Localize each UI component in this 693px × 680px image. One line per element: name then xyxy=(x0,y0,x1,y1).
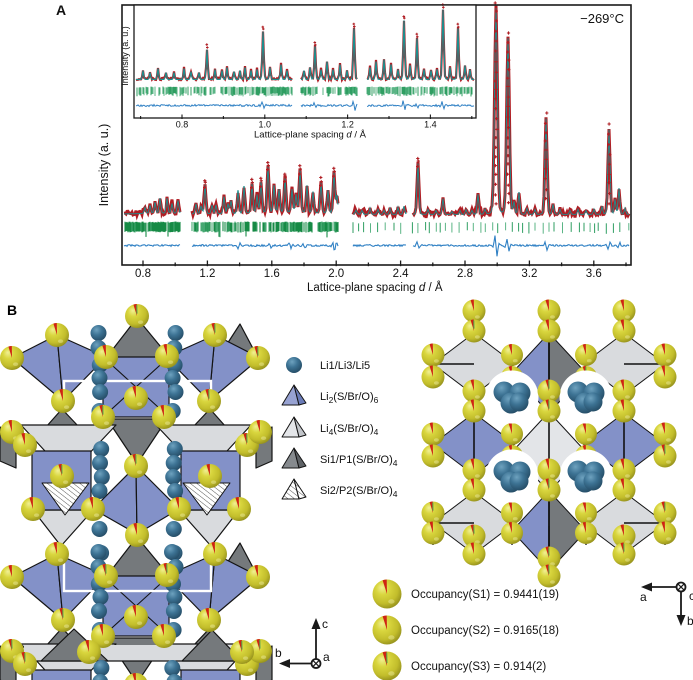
svg-text:a: a xyxy=(323,650,330,664)
svg-text:A: A xyxy=(56,2,66,18)
svg-text:1.6: 1.6 xyxy=(264,268,280,280)
svg-text:1.4: 1.4 xyxy=(424,120,437,130)
svg-text:b: b xyxy=(687,614,693,628)
svg-text:Occupancy(S1) = 0.9441(19): Occupancy(S1) = 0.9441(19) xyxy=(411,589,559,601)
svg-text:Si1/P1(S/Br/O)4: Si1/P1(S/Br/O)4 xyxy=(320,454,398,468)
svg-text:0.8: 0.8 xyxy=(135,268,151,280)
svg-text:Intensity (a. u.): Intensity (a. u.) xyxy=(97,124,111,207)
svg-text:Lattice-plane spacing d / Å: Lattice-plane spacing d / Å xyxy=(254,130,367,141)
svg-text:b: b xyxy=(275,646,282,660)
svg-text:3.2: 3.2 xyxy=(521,268,537,280)
svg-text:Occupancy(S3) = 0.914(2): Occupancy(S3) = 0.914(2) xyxy=(411,661,546,673)
svg-text:2.4: 2.4 xyxy=(393,268,410,280)
svg-text:Li4(S/Br/O)4: Li4(S/Br/O)4 xyxy=(320,423,379,437)
svg-text:1.2: 1.2 xyxy=(199,268,215,280)
svg-text:Occupancy(S2) = 0.9165(18): Occupancy(S2) = 0.9165(18) xyxy=(411,625,559,637)
svg-text:0.8: 0.8 xyxy=(176,120,189,130)
svg-text:3.6: 3.6 xyxy=(586,268,602,280)
svg-text:2.0: 2.0 xyxy=(328,268,344,280)
svg-text:−269°C: −269°C xyxy=(580,11,624,26)
svg-text:c: c xyxy=(322,617,328,631)
svg-text:Li2(S/Br/O)6: Li2(S/Br/O)6 xyxy=(320,391,379,405)
svg-text:1.0: 1.0 xyxy=(259,120,272,130)
svg-text:2.8: 2.8 xyxy=(457,268,473,280)
svg-text:Intensity (a. u.): Intensity (a. u.) xyxy=(120,26,130,86)
svg-text:Lattice-plane spacing d / Å: Lattice-plane spacing d / Å xyxy=(307,281,443,294)
svg-text:a: a xyxy=(640,590,647,604)
svg-text:c: c xyxy=(689,589,693,603)
svg-text:B: B xyxy=(7,302,17,318)
svg-text:1.2: 1.2 xyxy=(341,120,354,130)
svg-text:Li1/Li3/Li5: Li1/Li3/Li5 xyxy=(320,360,370,372)
svg-text:Si2/P2(S/Br/O)4: Si2/P2(S/Br/O)4 xyxy=(320,485,398,499)
